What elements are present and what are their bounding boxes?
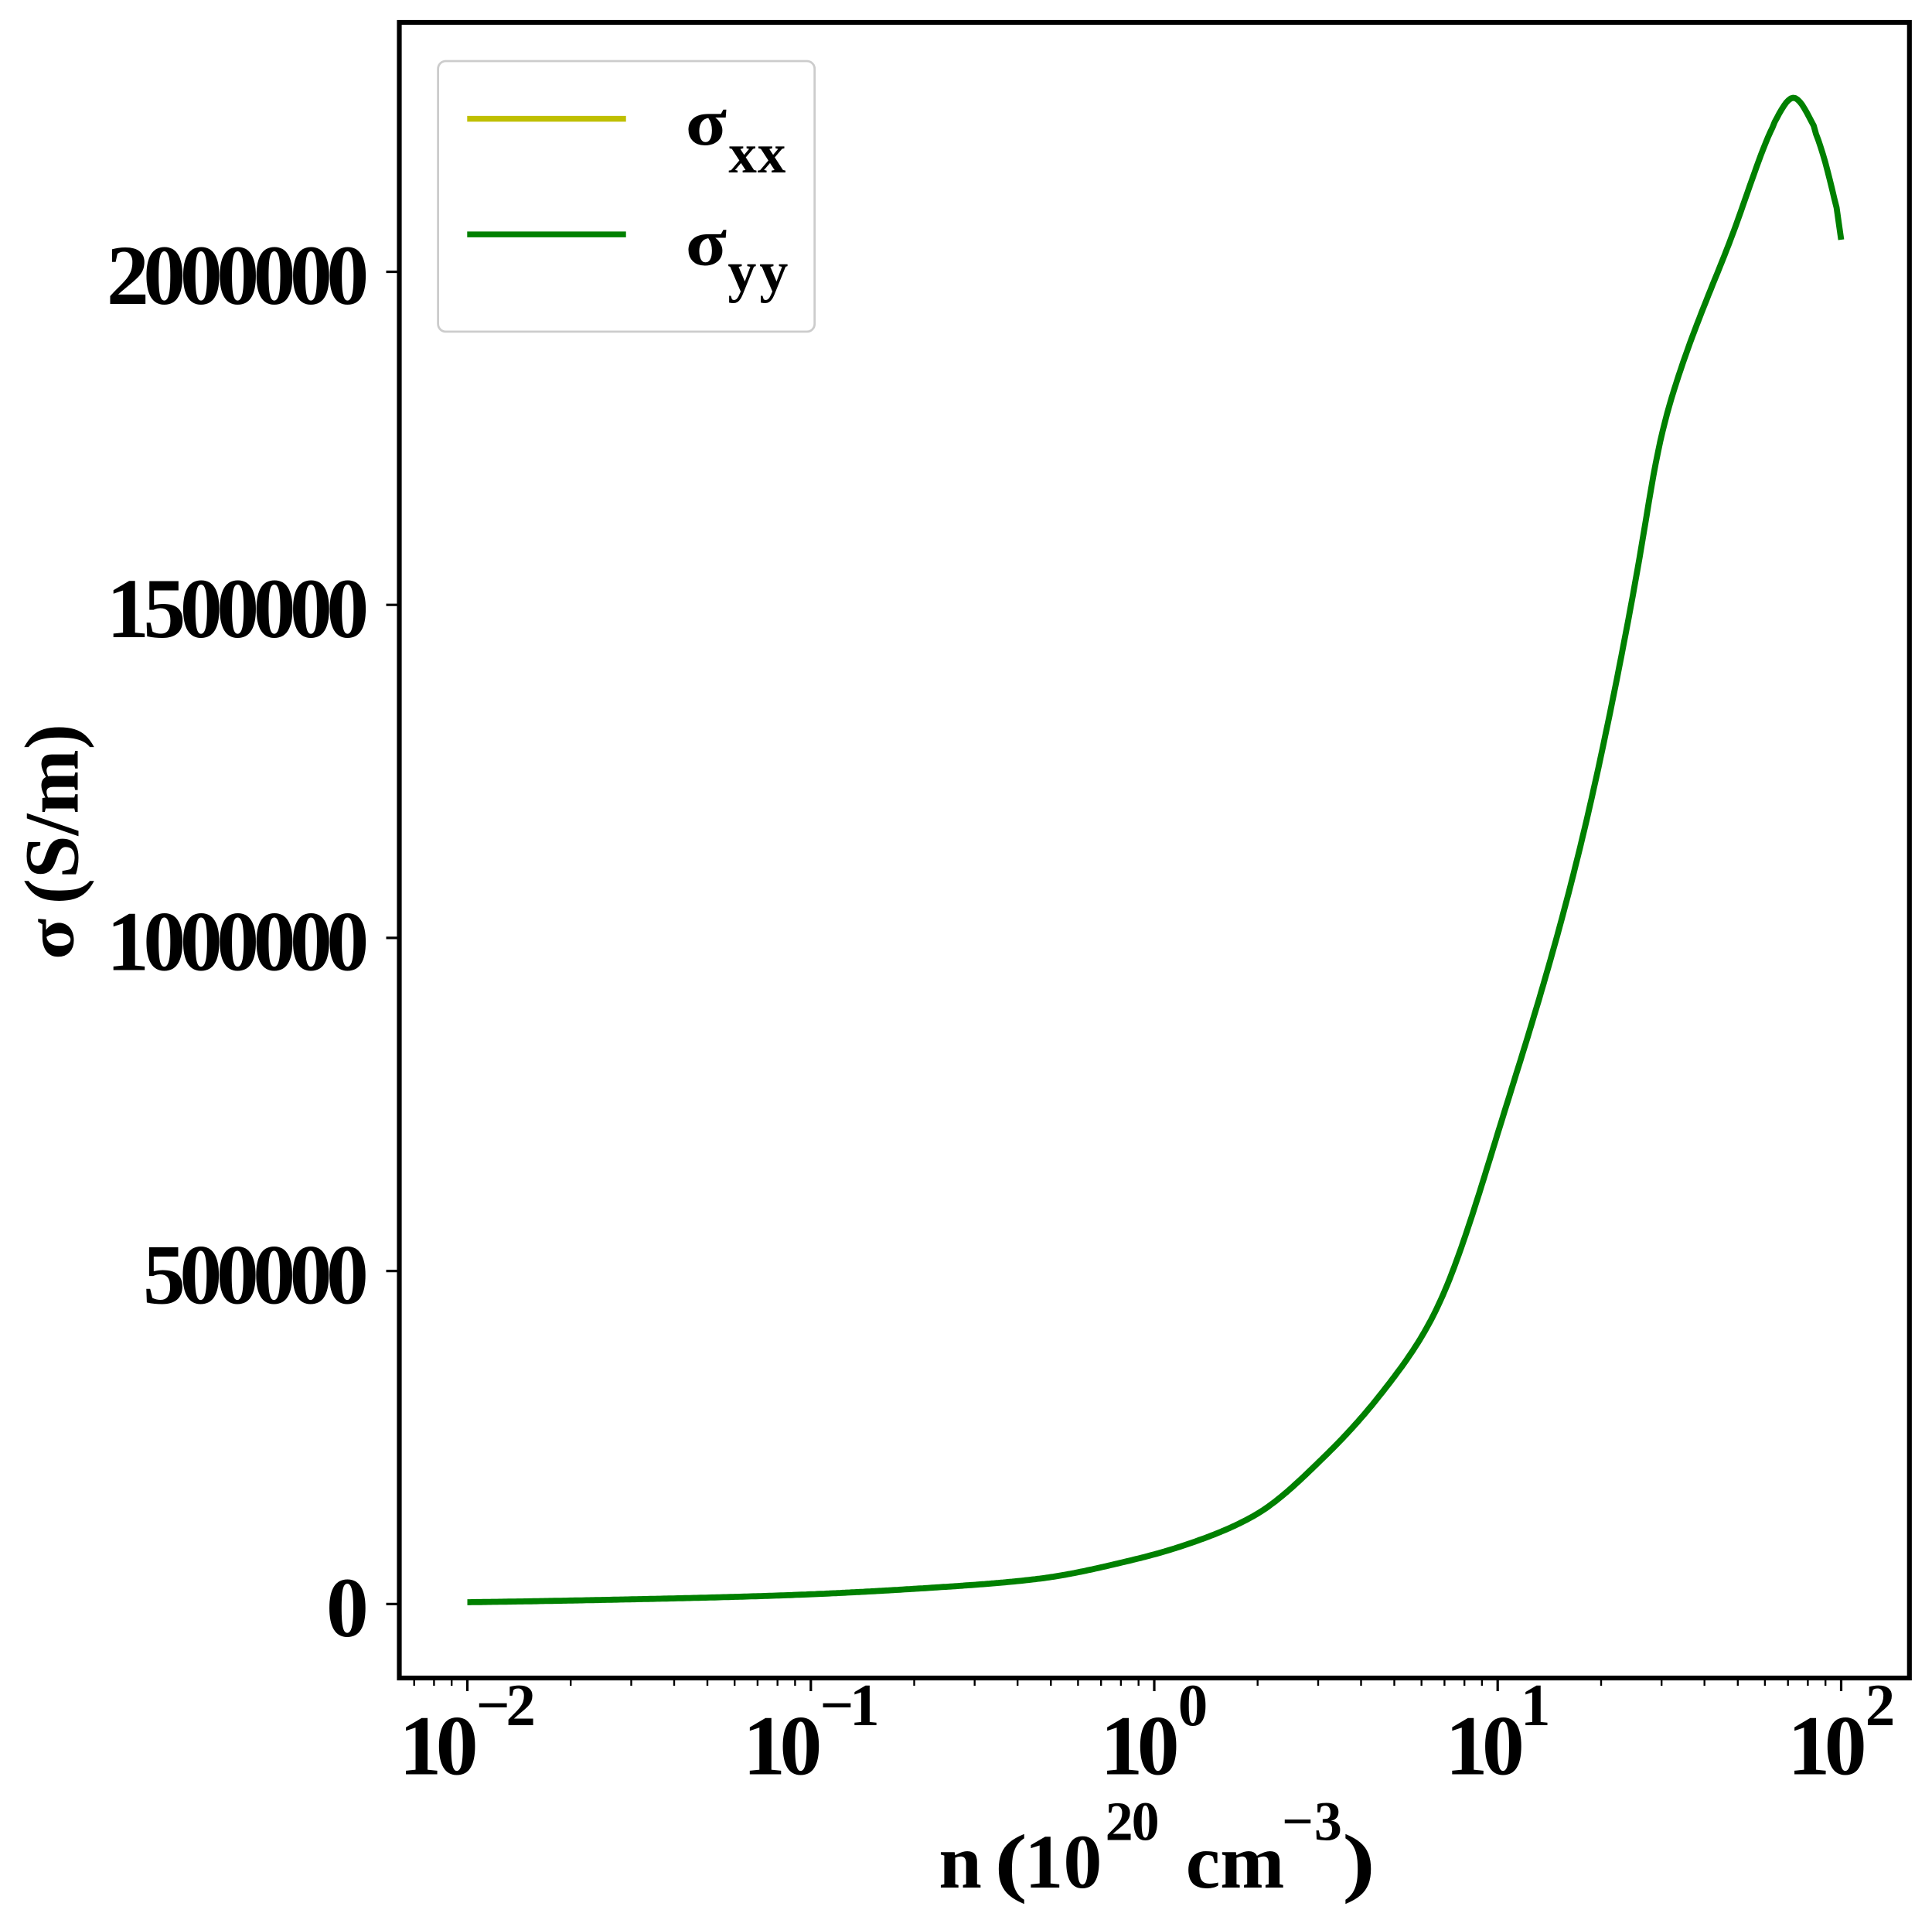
svg-text:σ: σ [686,85,727,160]
svg-text:2000000: 2000000 [107,228,366,322]
svg-text:−2: −2 [476,1672,534,1738]
svg-text:xx: xx [728,122,786,185]
svg-text:n: n [939,1819,982,1905]
svg-text:(: ( [994,1819,1027,1905]
svg-text:1500000: 1500000 [107,561,366,656]
svg-text:10: 10 [1787,1698,1863,1792]
svg-text:): ) [1342,1819,1375,1905]
svg-text:0: 0 [326,1560,366,1655]
svg-text:σ: σ [686,205,727,280]
svg-text:20: 20 [1106,1791,1158,1853]
svg-text:10: 10 [1024,1819,1102,1905]
svg-text:500000: 500000 [143,1227,366,1322]
svg-text:1: 1 [1521,1672,1548,1738]
svg-text:yy: yy [727,240,791,304]
svg-text:0: 0 [1178,1672,1206,1738]
svg-text:2: 2 [1866,1672,1893,1738]
svg-text:cm: cm [1186,1819,1285,1905]
svg-text:−3: −3 [1282,1791,1343,1853]
svg-text:(S/m): (S/m) [9,724,95,904]
svg-text:−1: −1 [820,1672,877,1738]
svg-text:σ: σ [14,919,89,960]
svg-text:10: 10 [743,1698,819,1792]
svg-text:10: 10 [399,1698,475,1792]
svg-text:1000000: 1000000 [107,895,366,989]
svg-text:10: 10 [1100,1698,1176,1792]
svg-text:10: 10 [1446,1698,1521,1792]
